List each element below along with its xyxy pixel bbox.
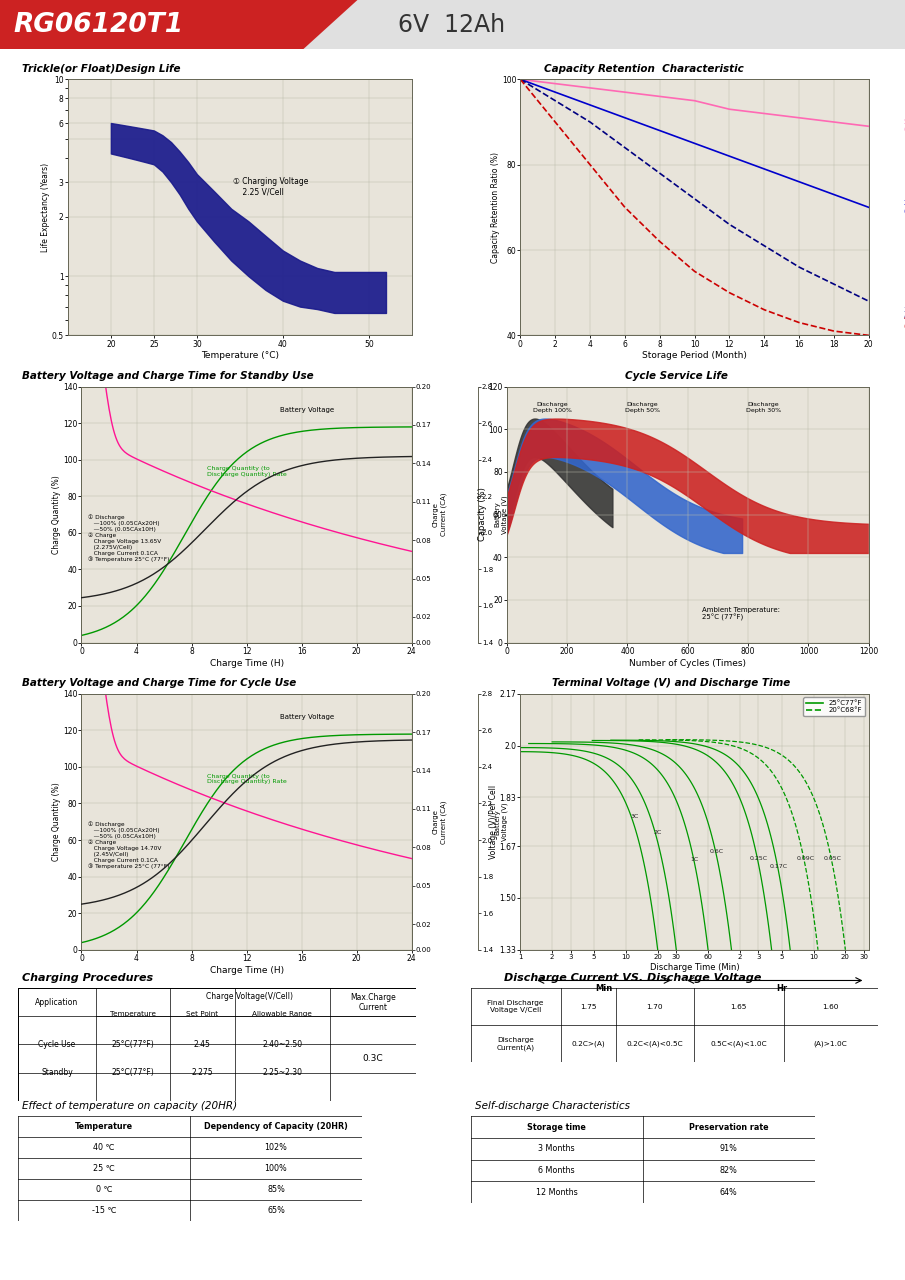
- Text: 2.45: 2.45: [194, 1039, 211, 1050]
- Text: Standby: Standby: [42, 1068, 73, 1078]
- Text: 85%: 85%: [267, 1185, 285, 1194]
- Text: 3C: 3C: [630, 814, 638, 819]
- Text: Cycle Service Life: Cycle Service Life: [625, 371, 729, 381]
- Text: 6 Months: 6 Months: [538, 1166, 575, 1175]
- Text: 100%: 100%: [264, 1164, 288, 1174]
- Text: 40 ℃: 40 ℃: [93, 1143, 115, 1152]
- Text: (A)>1.0C: (A)>1.0C: [814, 1041, 848, 1047]
- Text: 0.2C<(A)<0.5C: 0.2C<(A)<0.5C: [626, 1041, 683, 1047]
- Y-axis label: Charge Quantity (%): Charge Quantity (%): [52, 475, 62, 554]
- Text: Charge Quantity (to
Discharge Quantity) Rate: Charge Quantity (to Discharge Quantity) …: [207, 466, 287, 477]
- Text: 12 Months: 12 Months: [536, 1188, 577, 1197]
- Text: Set Point: Set Point: [186, 1010, 218, 1016]
- Text: 40°C
(104°F): 40°C (104°F): [903, 315, 905, 330]
- Y-axis label: Battery
Voltage (V): Battery Voltage (V): [495, 495, 508, 534]
- Legend: 25°C77°F, 20°C68°F: 25°C77°F, 20°C68°F: [804, 698, 865, 717]
- Y-axis label: Capacity (%): Capacity (%): [478, 488, 487, 541]
- Text: 2C: 2C: [653, 829, 662, 835]
- Y-axis label: Charge
Current (CA): Charge Current (CA): [433, 800, 446, 844]
- X-axis label: Discharge Time (Min): Discharge Time (Min): [650, 963, 739, 972]
- Text: Discharge
Depth 30%: Discharge Depth 30%: [746, 402, 781, 413]
- Text: 82%: 82%: [719, 1166, 738, 1175]
- Text: 65%: 65%: [267, 1206, 285, 1215]
- Text: Ambient Temperature:
25°C (77°F): Ambient Temperature: 25°C (77°F): [702, 607, 780, 621]
- Text: 102%: 102%: [264, 1143, 288, 1152]
- Y-axis label: Voltage (V)/Per Cell: Voltage (V)/Per Cell: [489, 785, 498, 859]
- Text: Terminal Voltage (V) and Discharge Time: Terminal Voltage (V) and Discharge Time: [552, 678, 790, 689]
- Text: 6V  12Ah: 6V 12Ah: [398, 13, 505, 37]
- Text: Trickle(or Float)Design Life: Trickle(or Float)Design Life: [22, 64, 181, 74]
- Text: 0 ℃: 0 ℃: [96, 1185, 112, 1194]
- Text: Dependency of Capacity (20HR): Dependency of Capacity (20HR): [205, 1123, 348, 1132]
- Text: Battery Voltage: Battery Voltage: [280, 714, 334, 721]
- Text: Cycle Use: Cycle Use: [38, 1039, 76, 1050]
- Text: 1C: 1C: [691, 858, 699, 863]
- Y-axis label: Charge Quantity (%): Charge Quantity (%): [52, 782, 62, 861]
- Text: 0.2C>(A): 0.2C>(A): [572, 1041, 605, 1047]
- Y-axis label: Life Expectancy (Years): Life Expectancy (Years): [42, 163, 50, 252]
- X-axis label: Number of Cycles (Times): Number of Cycles (Times): [629, 658, 747, 667]
- Text: ① Discharge
   —100% (0.05CAx20H)
   —50% (0.05CAx10H)
② Charge
   Charge Voltag: ① Discharge —100% (0.05CAx20H) —50% (0.0…: [88, 822, 169, 869]
- Text: 2.25~2.30: 2.25~2.30: [262, 1068, 302, 1078]
- Text: 0.6C: 0.6C: [710, 849, 723, 854]
- Text: 64%: 64%: [719, 1188, 738, 1197]
- Text: 5°C
(41°F): 5°C (41°F): [903, 119, 905, 133]
- Text: 2.40~2.50: 2.40~2.50: [262, 1039, 302, 1050]
- Text: Preservation rate: Preservation rate: [689, 1123, 768, 1132]
- Y-axis label: Charge
Current (CA): Charge Current (CA): [433, 493, 446, 536]
- Polygon shape: [0, 0, 357, 49]
- X-axis label: Temperature (°C): Temperature (°C): [201, 351, 279, 360]
- Text: 1.75: 1.75: [580, 1004, 596, 1010]
- Text: Min: Min: [595, 984, 613, 993]
- Text: Max.Charge
Current: Max.Charge Current: [350, 992, 395, 1012]
- Text: Self-discharge Characteristics: Self-discharge Characteristics: [474, 1101, 630, 1111]
- Text: Charging Procedures: Charging Procedures: [23, 973, 153, 983]
- Text: Capacity Retention  Characteristic: Capacity Retention Characteristic: [544, 64, 744, 74]
- Text: 0.05C: 0.05C: [824, 856, 841, 861]
- Text: 1.60: 1.60: [823, 1004, 839, 1010]
- X-axis label: Charge Time (H): Charge Time (H): [210, 658, 283, 667]
- Text: 1.70: 1.70: [646, 1004, 663, 1010]
- Text: 91%: 91%: [719, 1144, 738, 1153]
- Text: Charge Voltage(V/Cell): Charge Voltage(V/Cell): [206, 992, 293, 1001]
- Text: 25°C(77°F): 25°C(77°F): [111, 1039, 154, 1050]
- Text: 0.25C: 0.25C: [749, 856, 767, 861]
- Text: Hr: Hr: [776, 984, 787, 993]
- Text: Temperature: Temperature: [75, 1123, 133, 1132]
- Text: Application: Application: [35, 997, 79, 1007]
- Y-axis label: Capacity Retention Ratio (%): Capacity Retention Ratio (%): [491, 152, 500, 262]
- Text: RG06120T1: RG06120T1: [14, 12, 184, 37]
- Text: Battery Voltage and Charge Time for Cycle Use: Battery Voltage and Charge Time for Cycl…: [22, 678, 296, 689]
- Polygon shape: [303, 0, 905, 49]
- Text: Battery Voltage and Charge Time for Standby Use: Battery Voltage and Charge Time for Stan…: [22, 371, 314, 381]
- Text: Discharge
Current(A): Discharge Current(A): [497, 1037, 535, 1051]
- Text: -15 ℃: -15 ℃: [91, 1206, 117, 1215]
- Text: 1.65: 1.65: [730, 1004, 747, 1010]
- Text: 30°C
(86°F): 30°C (86°F): [903, 307, 905, 321]
- Text: 0.3C: 0.3C: [363, 1053, 384, 1064]
- Text: ① Charging Voltage
    2.25 V/Cell: ① Charging Voltage 2.25 V/Cell: [233, 177, 309, 196]
- Text: 25°C(77°F): 25°C(77°F): [111, 1068, 154, 1078]
- Text: 0.5C<(A)<1.0C: 0.5C<(A)<1.0C: [710, 1041, 767, 1047]
- Text: 25 ℃: 25 ℃: [93, 1164, 115, 1174]
- Text: Allowable Range: Allowable Range: [252, 1010, 312, 1016]
- Text: Discharge Current VS. Discharge Voltage: Discharge Current VS. Discharge Voltage: [504, 973, 761, 983]
- X-axis label: Storage Period (Month): Storage Period (Month): [643, 351, 747, 360]
- Text: 3 Months: 3 Months: [538, 1144, 575, 1153]
- Text: ① Discharge
   —100% (0.05CAx20H)
   —50% (0.05CAx10H)
② Charge
   Charge Voltag: ① Discharge —100% (0.05CAx20H) —50% (0.0…: [88, 515, 169, 562]
- Text: 2.275: 2.275: [191, 1068, 213, 1078]
- Text: Battery Voltage: Battery Voltage: [280, 407, 334, 413]
- Text: 0.09C: 0.09C: [796, 856, 814, 861]
- Text: Temperature: Temperature: [110, 1010, 156, 1016]
- Text: Storage time: Storage time: [527, 1123, 586, 1132]
- Text: Final Discharge
Voltage V/Cell: Final Discharge Voltage V/Cell: [488, 1000, 544, 1014]
- Text: 0.17C: 0.17C: [769, 864, 787, 869]
- Text: Effect of temperature on capacity (20HR): Effect of temperature on capacity (20HR): [22, 1101, 237, 1111]
- Text: Discharge
Depth 50%: Discharge Depth 50%: [625, 402, 660, 413]
- X-axis label: Charge Time (H): Charge Time (H): [210, 965, 283, 974]
- Y-axis label: Battery
Voltage (V): Battery Voltage (V): [495, 803, 508, 841]
- Text: Discharge
Depth 100%: Discharge Depth 100%: [533, 402, 571, 413]
- Text: 25°C
(77°F): 25°C (77°F): [903, 200, 905, 215]
- Text: Charge Quantity (to
Discharge Quantity) Rate: Charge Quantity (to Discharge Quantity) …: [207, 773, 287, 785]
